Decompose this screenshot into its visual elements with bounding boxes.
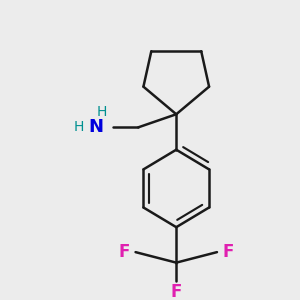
Text: N: N: [89, 118, 104, 136]
Text: F: F: [222, 243, 234, 261]
Text: H: H: [74, 120, 84, 134]
Text: F: F: [171, 283, 182, 300]
Text: H: H: [97, 105, 107, 118]
Text: F: F: [119, 243, 130, 261]
